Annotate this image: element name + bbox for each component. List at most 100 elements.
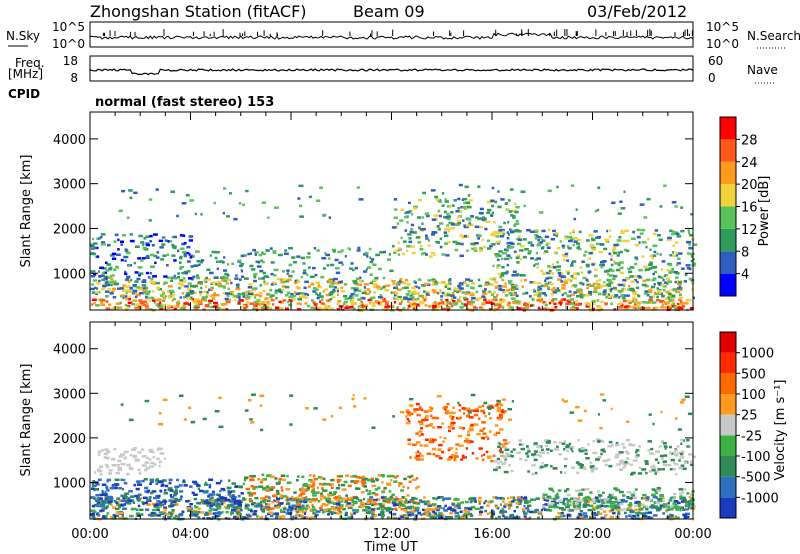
power-cell — [492, 243, 496, 246]
power-cell — [448, 230, 451, 233]
x-tick-label: 00:00 — [71, 527, 108, 542]
power-cell — [259, 303, 262, 307]
power-cell — [182, 304, 186, 308]
power-cell — [242, 292, 245, 295]
power-cell — [648, 263, 653, 266]
velocity-cell — [620, 501, 623, 504]
power-cell — [97, 270, 100, 273]
velocity-cell — [300, 508, 304, 511]
power-cell — [478, 211, 484, 215]
power-cell — [499, 230, 505, 233]
velocity-cell — [686, 492, 690, 495]
velocity-cell — [288, 508, 294, 512]
velocity-cell — [619, 490, 624, 494]
power-cell — [400, 236, 403, 240]
power-cell — [244, 305, 249, 308]
velocity-cell — [566, 513, 571, 517]
power-cell — [254, 293, 260, 297]
velocity-cell — [505, 453, 511, 456]
velocity-cell — [420, 454, 424, 458]
velocity-cell — [303, 483, 308, 486]
velocity-cell — [319, 495, 325, 498]
velocity-cell — [507, 441, 511, 444]
power-cell — [550, 301, 553, 304]
power-cell — [310, 283, 315, 286]
power-cell — [535, 262, 539, 266]
velocity-cell — [652, 514, 658, 517]
power-cell — [646, 197, 651, 201]
velocity-cell — [197, 507, 201, 511]
power-cell — [520, 279, 523, 282]
velocity-cell — [685, 506, 689, 509]
power-cell — [112, 296, 117, 299]
velocity-colorbar-tick-label: -100 — [741, 450, 771, 465]
power-cell — [495, 254, 499, 258]
velocity-cell — [408, 480, 412, 483]
velocity-cell — [97, 469, 103, 473]
power-cell — [134, 271, 139, 274]
velocity-cell — [604, 463, 608, 467]
velocity-cell — [238, 512, 241, 515]
power-cell — [384, 300, 390, 304]
power-cell — [382, 250, 386, 254]
power-cell — [107, 283, 111, 287]
power-cell — [492, 231, 495, 235]
power-cell — [393, 251, 397, 254]
power-cell — [590, 237, 594, 241]
velocity-cell — [623, 500, 628, 503]
velocity-cell — [100, 509, 105, 512]
velocity-cell — [144, 501, 149, 505]
power-cell — [145, 271, 150, 275]
power-cell — [108, 303, 112, 306]
velocity-cell — [501, 497, 505, 500]
power-cell — [483, 298, 487, 301]
velocity-cell — [199, 489, 204, 493]
power-cell — [444, 210, 447, 214]
velocity-cell — [672, 517, 676, 520]
power-cell — [467, 205, 472, 209]
power-cell — [572, 277, 577, 280]
power-cell — [613, 274, 618, 278]
power-cell — [469, 293, 475, 297]
velocity-cell — [278, 515, 282, 518]
power-cell — [610, 269, 615, 273]
velocity-cell — [533, 453, 537, 456]
velocity-cell — [240, 492, 244, 495]
velocity-cell — [158, 447, 163, 451]
velocity-cell — [611, 506, 615, 510]
velocity-cell — [473, 499, 477, 502]
power-cell — [675, 272, 680, 275]
power-cell — [677, 252, 683, 255]
power-cell — [614, 262, 620, 265]
power-cell — [450, 304, 454, 308]
power-cell — [104, 281, 109, 284]
velocity-cell — [124, 499, 128, 502]
power-cell — [546, 242, 551, 245]
power-cell — [588, 234, 594, 237]
power-cell — [574, 285, 577, 288]
velocity-cell — [654, 458, 658, 461]
velocity-cell — [638, 445, 641, 448]
velocity-cell — [471, 452, 475, 455]
power-cell — [641, 241, 647, 244]
power-cell — [511, 274, 517, 277]
velocity-cell — [461, 407, 466, 410]
velocity-cell — [683, 516, 688, 519]
power-cell — [462, 219, 465, 222]
velocity-cell — [113, 483, 119, 486]
power-cell — [684, 273, 688, 276]
velocity-cell — [333, 508, 337, 511]
velocity-cell — [312, 474, 316, 478]
power-cell — [405, 249, 409, 253]
velocity-colorbar-swatch — [720, 332, 736, 353]
power-cell — [101, 278, 105, 282]
power-cell — [450, 298, 454, 301]
power-cell — [584, 294, 590, 297]
power-cell — [441, 204, 445, 207]
velocity-colorbar-tick-label: 500 — [741, 367, 766, 382]
velocity-cell — [304, 510, 307, 513]
power-cell — [579, 266, 583, 269]
velocity-cell — [270, 486, 276, 489]
velocity-cell — [134, 494, 139, 498]
velocity-cell — [406, 418, 410, 421]
